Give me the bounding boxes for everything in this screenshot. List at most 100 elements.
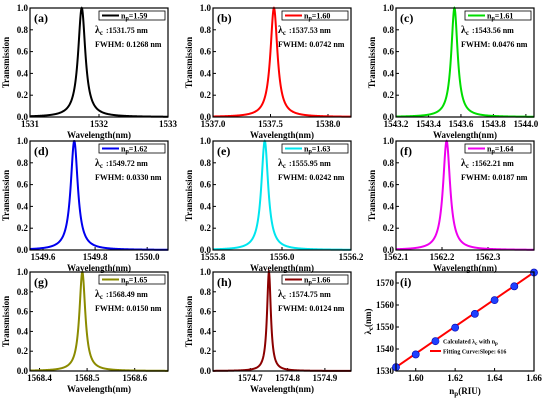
panel-label: (c) [400,11,413,25]
legend-box [464,10,532,21]
x-tick-label: 1562.1 [384,252,409,262]
y-tick-label: 0.2 [17,223,29,233]
legend-n: n [487,12,492,21]
legend-label: np=1.62 [121,145,147,156]
legend-points-sub2: p [495,342,498,347]
fwhm-text: FWHM: 0.0330 nm [95,173,162,182]
y-tick-label: 1540 [376,344,395,354]
lambda-sub: c [283,293,286,301]
panel-i: 1.60 1.62 1.64 1.66 1530 1540 1550 1560 1570 Calc… [363,268,542,398]
legend-points-suffix: with n [477,340,495,346]
x-tick-label: 1562.3 [476,252,501,262]
y-tick-label: 0.8 [17,25,29,35]
y-tick-label: 1.0 [200,136,212,146]
panel-label: (a) [34,11,48,25]
legend-n: n [304,276,309,285]
y-axis-label: λc(nm) [363,308,375,334]
x-axis-label: np(RIU) [449,386,480,398]
y-axis-sub: c [367,327,375,330]
legend-box [98,10,166,21]
x-tick-label: 1543.6 [449,119,474,129]
y-axis-label: Transmission [184,296,194,347]
y-tick-label: 1.0 [200,3,212,13]
x-tick-label: 1556.0 [270,252,295,262]
panel-label: (d) [34,144,49,158]
legend-n-value: =1.64 [495,145,514,154]
y-axis-label: Transmission [367,170,377,221]
lambda-symbol: λ [95,289,100,300]
data-point [470,310,479,318]
legend-n-value: =1.61 [495,12,514,21]
panel-c: 1543.2 1543.4 1543.6 1543.8 1544.0 0.0 0.2 0.4 0… [367,3,539,140]
y-tick-label: 0.2 [383,223,395,233]
lambda-value: :1574.75 nm [289,290,331,299]
lambda-c-text: λc:1555.95 nm [278,158,331,170]
y-tick-label: 0.8 [200,287,212,297]
y-tick-label: 0.2 [383,90,395,100]
plot-frame [29,271,169,372]
legend-n-sub: p [308,149,312,155]
x-tick-label: 1544.0 [514,119,539,129]
lambda-symbol: λ [278,25,283,36]
legend-label: np=1.63 [304,145,330,156]
y-tick-label: 0.6 [17,47,29,57]
x-tick-label: 1568.5 [75,373,100,383]
data-point [510,282,519,291]
y-tick-label: 0.6 [383,47,395,57]
panel-label: (e) [217,144,230,158]
y-tick-label: 1.0 [17,3,29,13]
panel-label: (g) [34,275,48,289]
x-tick-label: 1543.8 [481,119,506,129]
y-tick-label: 0.2 [17,90,29,100]
x-tick-label: 1537.5 [258,119,283,129]
y-tick-label: 0.4 [200,326,212,336]
x-axis-sub: p [454,390,458,398]
fwhm-text: FWHM: 0.1268 nm [95,40,162,49]
lambda-value: :1537.53 nm [289,26,331,35]
lambda-sub: c [100,29,103,37]
x-tick-label: 1574.8 [275,373,300,383]
legend-n-value: =1.63 [312,145,331,154]
legend-n: n [487,145,492,154]
x-axis-n: n [449,386,454,396]
legend-n-value: =1.59 [129,12,148,21]
legend-label: np=1.61 [487,12,513,23]
y-axis-label: Transmission [367,37,377,88]
y-tick-label: 0.0 [383,245,395,255]
x-tick-label: 1549.6 [31,252,56,262]
x-tick-label: 1543.4 [416,119,441,129]
legend-points-label: Calculated λc with np [443,340,498,348]
y-tick-label: 1.0 [17,136,29,146]
lambda-symbol: λ [461,158,466,169]
legend-n-value: =1.62 [129,145,148,154]
legend-n-value: =1.65 [129,276,148,285]
x-tick-label: 1562.2 [430,252,455,262]
fwhm-text: FWHM: 0.0124 nm [278,304,345,313]
x-tick-label: 1549.8 [83,252,108,262]
legend-box [281,274,349,285]
y-tick-label: 1.0 [200,267,212,277]
x-tick-label: 1555.8 [201,252,226,262]
legend-n: n [121,276,126,285]
panel-label: (h) [217,275,232,289]
y-tick-label: 1560 [376,300,395,310]
legend-label: np=1.65 [121,276,147,287]
lambda-c-text: λc:1568.49 nm [95,289,148,301]
legend-label: np=1.59 [121,12,147,23]
x-tick-label: 1.62 [447,373,463,383]
y-tick-label: 0.0 [17,366,29,376]
panel-label: (f) [400,144,412,158]
panel-e: 1555.8 1556.0 1556.2 0.0 0.2 0.4 0.6 0.8 1.0 np=1… [184,136,364,273]
plot-frame [212,271,352,372]
lambda-sub: c [283,162,286,170]
panel-g: 1568.4 1568.5 1568.6 0.0 0.2 0.4 0.6 0.8 1.0 np=1… [1,267,169,394]
x-axis-label: Wavelength(nm) [67,384,131,394]
fwhm-text: FWHM: 0.0150 nm [95,304,162,313]
y-tick-label: 1570 [376,278,395,288]
fwhm-text: FWHM: 0.0476 nm [461,40,528,49]
y-tick-label: 0.0 [200,245,212,255]
lambda-c-text: λc:1543.56 nm [461,25,514,37]
y-tick-label: 0.8 [17,287,29,297]
y-tick-label: 0.6 [200,47,212,57]
